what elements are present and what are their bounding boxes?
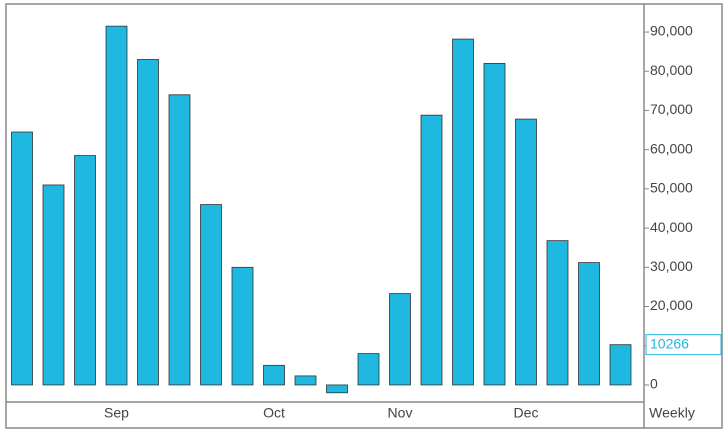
y-tick-label: 50,000 bbox=[650, 180, 693, 196]
bar bbox=[546, 240, 569, 386]
bar bbox=[42, 184, 65, 386]
bar bbox=[74, 155, 96, 386]
frame bbox=[5, 3, 723, 429]
x-tick-label: Dec bbox=[514, 405, 539, 421]
bar bbox=[452, 38, 474, 386]
bar bbox=[231, 266, 254, 386]
last-value-label: 10266 bbox=[650, 335, 689, 351]
bar bbox=[515, 118, 537, 386]
x-tick-label: Oct bbox=[263, 405, 285, 421]
y-tick-label: 30,000 bbox=[650, 258, 693, 274]
bar bbox=[326, 384, 348, 394]
bar bbox=[294, 375, 317, 386]
y-tick-label: 70,000 bbox=[650, 101, 693, 117]
bar bbox=[168, 94, 191, 386]
last-value-box bbox=[645, 334, 722, 356]
y-tick-label: 20,000 bbox=[650, 297, 693, 313]
bar bbox=[200, 204, 222, 386]
bar bbox=[609, 344, 632, 386]
bar bbox=[105, 25, 128, 386]
y-tick-label: 80,000 bbox=[650, 62, 693, 78]
bar bbox=[420, 114, 443, 386]
period-label[interactable]: Weekly bbox=[649, 405, 695, 421]
bar bbox=[11, 131, 33, 386]
y-tick-label: 0 bbox=[650, 376, 658, 392]
y-tick-label: 40,000 bbox=[650, 219, 693, 235]
bar bbox=[578, 262, 600, 386]
bar bbox=[263, 364, 285, 386]
bar bbox=[389, 293, 411, 386]
y-tick-label: 60,000 bbox=[650, 140, 693, 156]
bar bbox=[137, 59, 159, 386]
bar bbox=[483, 63, 506, 386]
y-tick-label: 90,000 bbox=[650, 23, 693, 39]
x-tick-label: Nov bbox=[388, 405, 413, 421]
x-tick-label: Sep bbox=[104, 405, 129, 421]
bar bbox=[357, 353, 380, 386]
